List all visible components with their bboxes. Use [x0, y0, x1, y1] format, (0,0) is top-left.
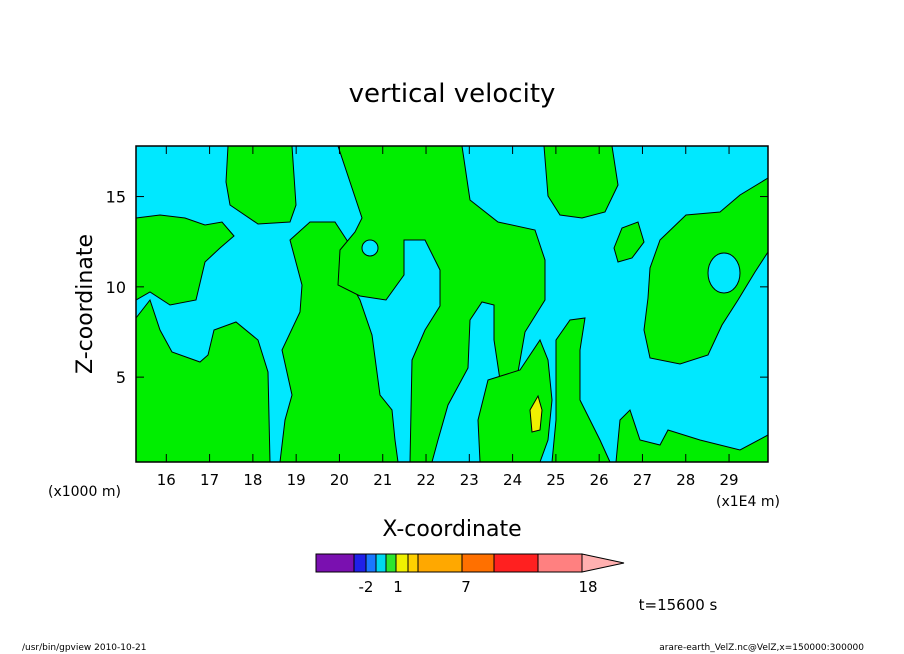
- colorbar-level-label: -2: [359, 578, 374, 596]
- x-tick-label: 26: [590, 471, 609, 489]
- region-right: [643, 177, 769, 365]
- colorbar: [315, 553, 625, 573]
- plot-frame: [135, 145, 769, 463]
- y-tick-label: 5: [116, 368, 126, 387]
- colorbar-swatch: [395, 553, 409, 573]
- region-small-right: [613, 221, 645, 263]
- strong-updraft-region: [529, 394, 543, 433]
- colorbar-swatch: [353, 553, 367, 573]
- x-tick-label: 18: [243, 471, 262, 489]
- hole-right-oval: [707, 252, 741, 294]
- colorbar-level-label: 18: [578, 578, 597, 596]
- x-tick-label: 17: [200, 471, 219, 489]
- x-tick-label: 28: [676, 471, 695, 489]
- colorbar-labels: -2 1 7 18: [359, 578, 598, 596]
- colorbar-swatch: [537, 553, 583, 573]
- negative-velocity-holes: [361, 239, 741, 294]
- colorbar-swatch: [417, 553, 463, 573]
- colorbar-swatch: [493, 553, 539, 573]
- chart-title: vertical velocity: [349, 79, 556, 109]
- x-tick-label: 23: [460, 471, 479, 489]
- x-tick-label: 24: [503, 471, 522, 489]
- colorbar-swatch: [315, 553, 355, 573]
- time-label: t=15600 s: [639, 596, 718, 614]
- colorbar-swatch: [365, 553, 377, 573]
- x-tick-label: 21: [373, 471, 392, 489]
- y-axis-ticks: 5 10 15: [106, 188, 768, 387]
- colorbar-swatch: [385, 553, 397, 573]
- y-axis-label: Z-coordinate: [73, 234, 98, 374]
- y-tick-label: 15: [106, 188, 126, 207]
- region-top-right: [543, 145, 619, 219]
- region-top-left: [225, 145, 297, 225]
- colorbar-swatch: [375, 553, 387, 573]
- positive-velocity-regions: [135, 145, 769, 463]
- x-unit-note-right: (x1E4 m): [716, 494, 780, 510]
- hole-mid: [361, 239, 379, 257]
- x-unit-note-left: (x1000 m): [48, 484, 121, 500]
- footer-left: /usr/bin/gpview 2010-10-21: [22, 643, 146, 653]
- footer-right: arare-earth_VelZ.nc@VelZ,x=150000:300000: [659, 643, 864, 653]
- colorbar-swatch: [407, 553, 419, 573]
- x-tick-label: 25: [546, 471, 565, 489]
- region-top-mid: [337, 145, 546, 463]
- x-tick-label: 16: [157, 471, 176, 489]
- x-tick-label: 19: [287, 471, 306, 489]
- x-tick-label: 27: [633, 471, 652, 489]
- region-left-upper: [135, 214, 235, 306]
- region-mid-columns: [551, 317, 611, 463]
- x-axis-label: X-coordinate: [382, 517, 521, 542]
- y-tick-label: 10: [106, 278, 126, 297]
- x-tick-label: 22: [416, 471, 435, 489]
- plot-area: 16 17 18 19 20 21 22 23 24 25 26 27 28 29 5 10 15: [106, 145, 769, 489]
- colorbar-level-label: 7: [461, 578, 471, 596]
- x-axis-ticks: 16 17 18 19 20 21 22 23 24 25 26 27 28 29: [157, 146, 739, 489]
- colorbar-arrow: [581, 553, 625, 573]
- colorbar-level-label: 1: [393, 578, 403, 596]
- x-tick-label: 20: [330, 471, 349, 489]
- colorbar-swatch: [461, 553, 495, 573]
- x-tick-label: 29: [719, 471, 738, 489]
